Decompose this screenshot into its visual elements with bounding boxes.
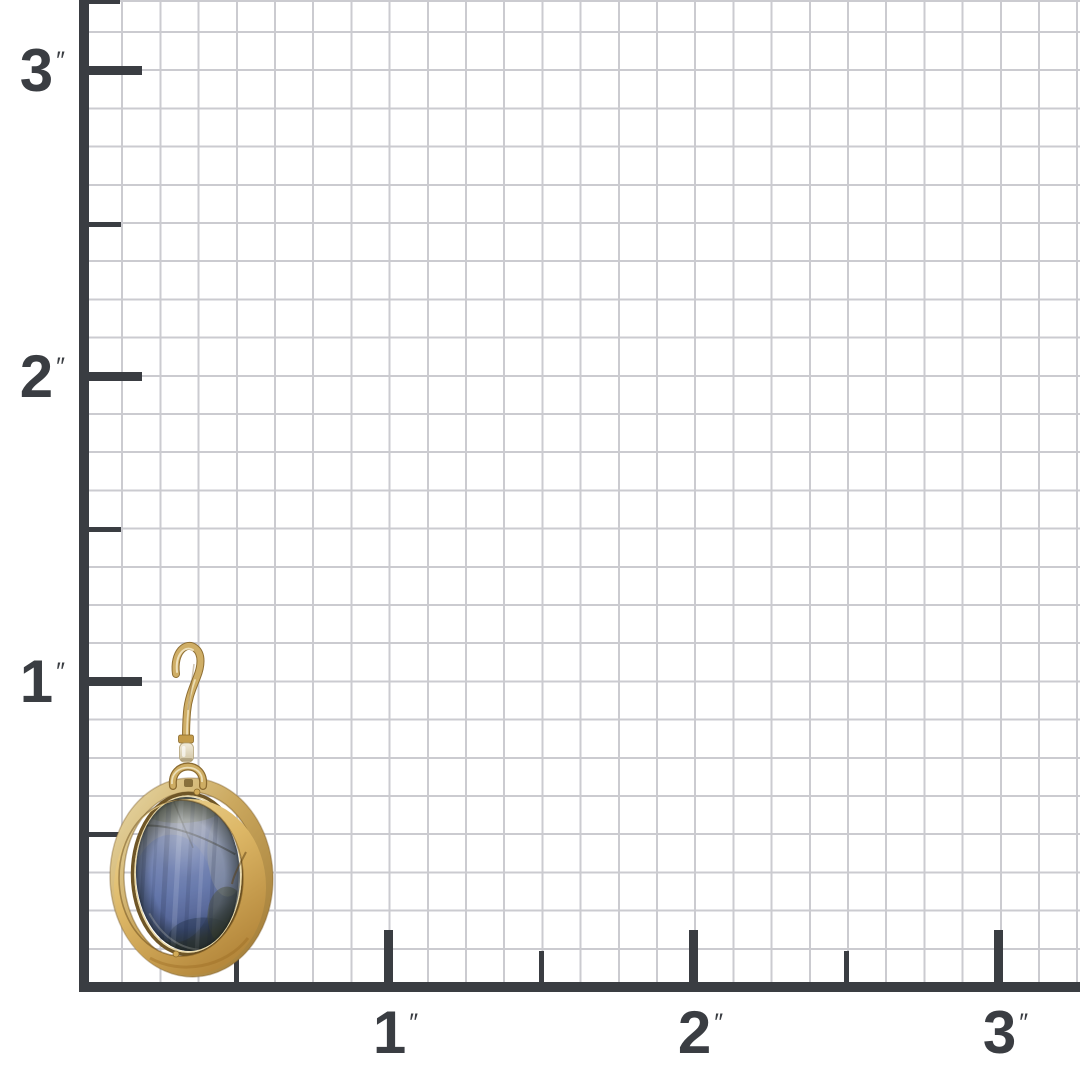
y-minor-tick-1-5in — [89, 527, 121, 532]
label-value: 3 — [19, 37, 54, 104]
x-axis-label-3in: 3 ″ — [946, 1000, 1066, 1066]
label-value: 2 — [19, 343, 54, 410]
inch-mark: ″ — [56, 47, 66, 75]
wire-bead — [179, 742, 194, 763]
x-minor-tick-1-5in — [539, 951, 544, 983]
label-value: 1 — [19, 648, 54, 715]
inch-mark: ″ — [714, 1009, 725, 1037]
ear-wire-hook — [171, 642, 205, 743]
y-major-tick-2in — [89, 372, 142, 381]
y-axis-label-3in: 3 ″ — [0, 38, 66, 104]
x-minor-tick-0-5in — [234, 951, 239, 983]
y-minor-tick-2-5in — [89, 222, 121, 227]
earring-swirl-overlap — [114, 799, 266, 975]
inch-mark: ″ — [409, 1009, 420, 1037]
x-axis-line — [79, 982, 1080, 992]
x-minor-tick-2-5in — [844, 951, 849, 983]
y-axis-label-1in: 1 ″ — [0, 649, 66, 715]
y-tick-top-stub — [89, 0, 120, 4]
y-major-tick-1in — [89, 677, 142, 686]
prong-top — [193, 788, 201, 796]
y-minor-tick-0-5in — [89, 832, 121, 837]
prong-bottom — [172, 950, 180, 958]
y-axis-label-2in: 2 ″ — [0, 344, 66, 410]
x-major-tick-3in — [994, 930, 1003, 983]
wire-crimp — [178, 734, 194, 744]
x-axis-label-1in: 1 ″ — [336, 1000, 456, 1066]
product-photo-earring — [109, 642, 274, 978]
label-value: 1 — [372, 999, 407, 1066]
x-major-tick-1in — [384, 930, 393, 983]
inch-mark: ″ — [56, 353, 66, 381]
inch-mark: ″ — [1019, 1009, 1030, 1037]
y-major-tick-3in — [89, 66, 142, 75]
label-value: 2 — [677, 999, 712, 1066]
x-major-tick-2in — [689, 930, 698, 983]
x-axis-label-2in: 2 ″ — [641, 1000, 761, 1066]
earring-loop — [168, 762, 208, 790]
label-value: 3 — [982, 999, 1017, 1066]
inch-mark: ″ — [56, 658, 66, 686]
y-axis-line — [79, 0, 89, 992]
